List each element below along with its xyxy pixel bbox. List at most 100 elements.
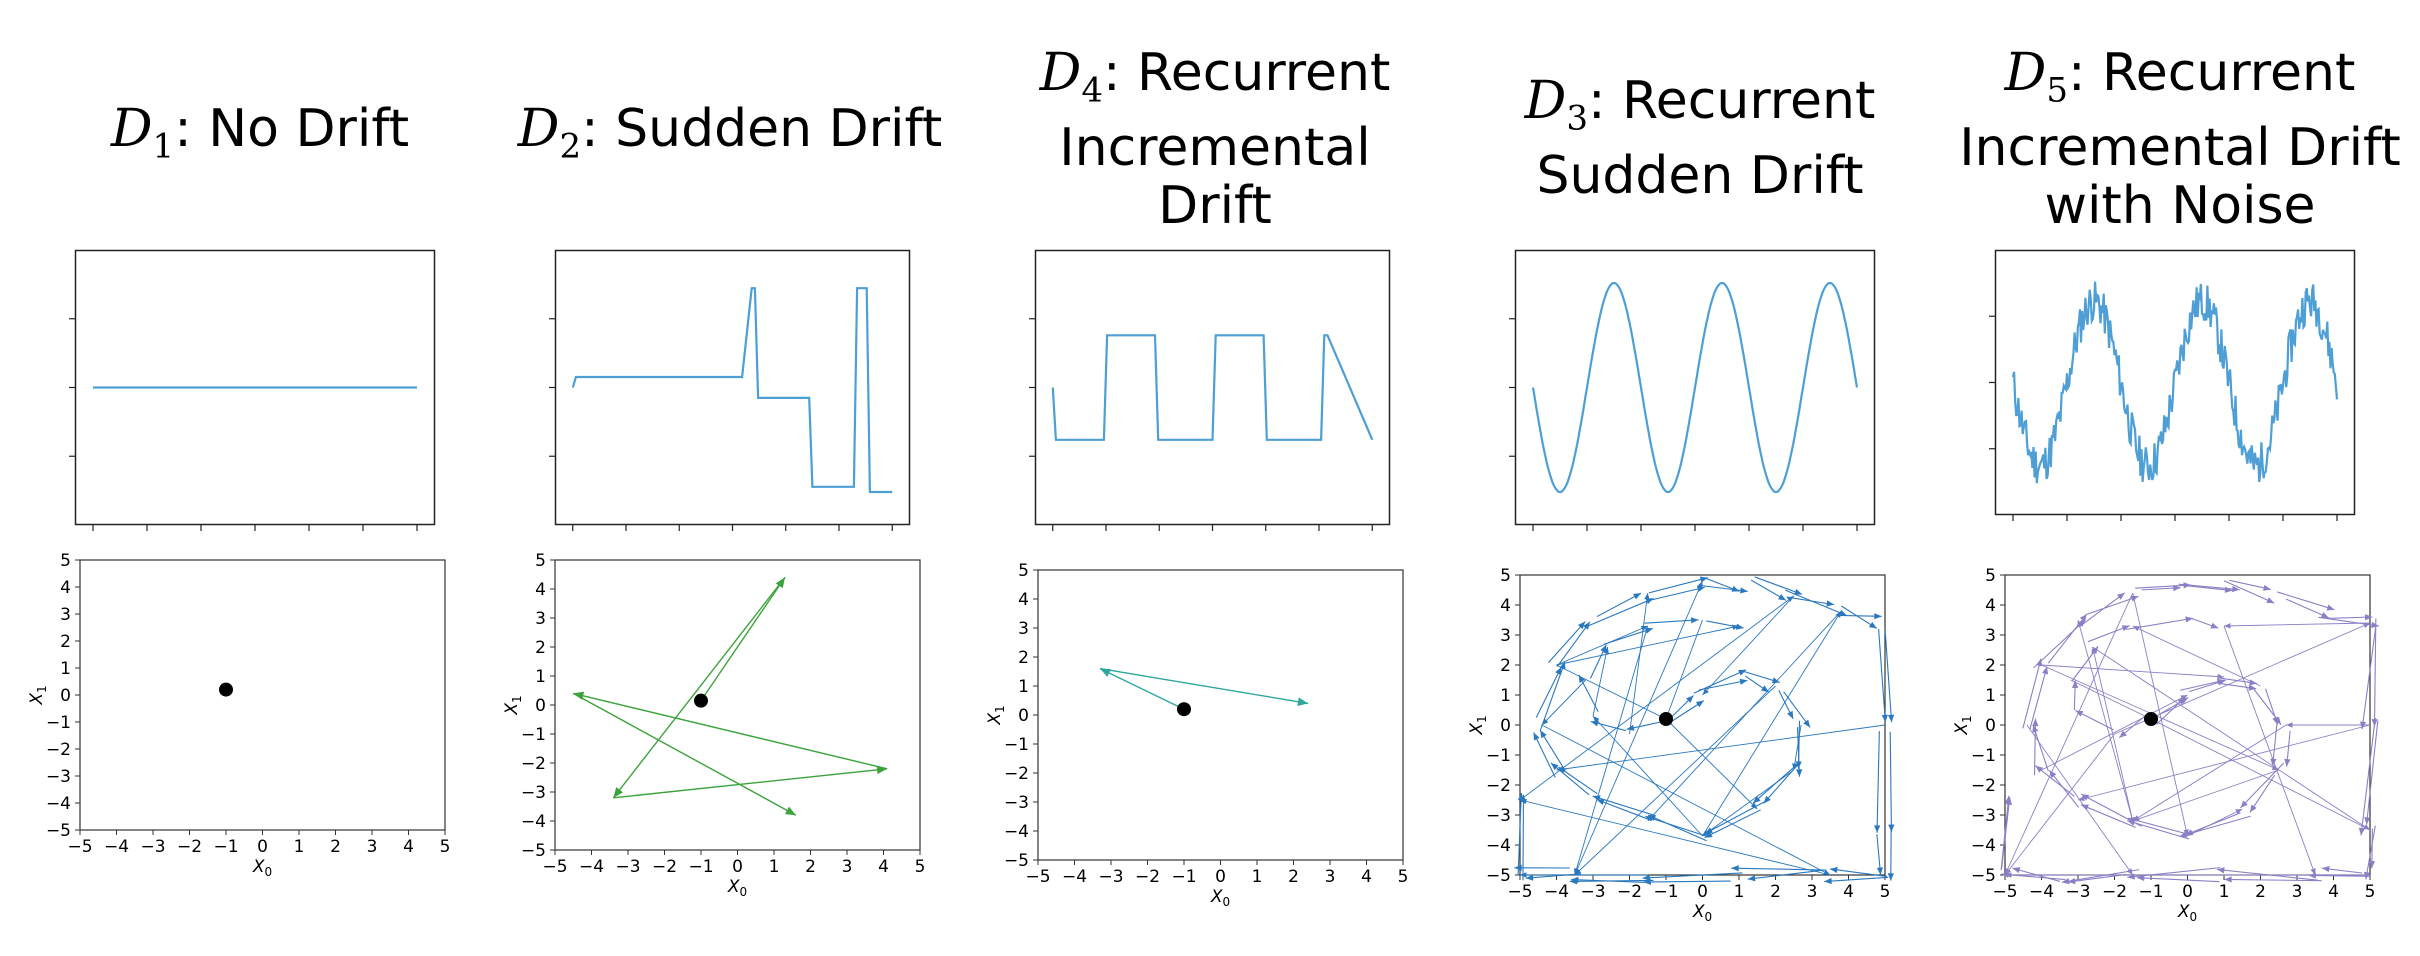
arrow-head bbox=[1550, 762, 1559, 771]
arrow-head bbox=[2321, 865, 2330, 873]
x-tick-label: 0 bbox=[1697, 882, 1708, 902]
trajectory-arrow bbox=[1556, 625, 1648, 666]
arrow-head bbox=[2091, 647, 2097, 654]
arrow-head bbox=[1699, 576, 1708, 583]
x-tick-label: −5 bbox=[67, 837, 92, 857]
trajectory-arrow bbox=[1884, 629, 1893, 723]
trajectory-arrow bbox=[1747, 869, 1824, 880]
trajectory-arrow bbox=[1876, 731, 1880, 833]
arrow-head bbox=[2012, 867, 2021, 874]
y-tick-label: 5 bbox=[1500, 566, 1511, 586]
trajectory-arrow bbox=[1574, 625, 1649, 876]
trajectory-arrow bbox=[2092, 646, 2134, 822]
trajectory-arrow bbox=[1878, 628, 1886, 723]
y-tick-label: 4 bbox=[535, 580, 546, 600]
arrow-head bbox=[1795, 761, 1802, 769]
arrow-head bbox=[1702, 830, 1710, 836]
y-axis-label: X1 bbox=[985, 705, 1007, 725]
arrow-head bbox=[1574, 868, 1582, 875]
series-line bbox=[1531, 281, 1859, 494]
x-tick-label: 3 bbox=[1325, 867, 1336, 887]
y-tick-label: −2 bbox=[1486, 776, 1511, 796]
y-tick-label: −4 bbox=[1971, 836, 1996, 856]
arrow-head bbox=[1786, 596, 1794, 603]
series-line bbox=[1051, 334, 1374, 441]
arrow-head bbox=[2364, 614, 2373, 621]
x-tick-label: −4 bbox=[1544, 882, 1569, 902]
y-tick-label: 1 bbox=[60, 659, 71, 679]
y-axis-label: X1 bbox=[27, 685, 49, 705]
y-tick-label: −2 bbox=[46, 740, 71, 760]
arrow-head bbox=[2284, 758, 2291, 767]
x-tick-label: 0 bbox=[1215, 867, 1226, 887]
y-tick-label: 2 bbox=[1018, 648, 1029, 668]
title-d4-sub: 4 bbox=[1081, 70, 1103, 111]
trajectory-arrow bbox=[1517, 792, 1522, 876]
trajectory-arrow bbox=[2114, 622, 2371, 735]
arrow-head bbox=[1874, 825, 1881, 833]
y-tick-label: −4 bbox=[1004, 822, 1029, 842]
y-tick-label: −2 bbox=[521, 754, 546, 774]
x-tick-label: 4 bbox=[1361, 867, 1372, 887]
arrow-head bbox=[2368, 860, 2376, 869]
y-tick-label: −5 bbox=[1004, 851, 1029, 871]
initial-point bbox=[1659, 712, 1673, 726]
arrow-head bbox=[1525, 874, 1534, 881]
y-tick-label: 0 bbox=[1500, 716, 1511, 736]
arrow-head bbox=[1829, 866, 1838, 873]
trajectory-arrow bbox=[2308, 874, 2371, 877]
trajectory-arrow bbox=[2132, 724, 2287, 822]
trajectory-arrow bbox=[573, 692, 888, 770]
y-tick-label: −2 bbox=[1971, 776, 1996, 796]
title-d2-sub: 2 bbox=[559, 126, 582, 167]
y-tick-label: 4 bbox=[60, 578, 71, 598]
trajectory-arrow bbox=[2077, 724, 2371, 801]
arrow-head bbox=[2249, 804, 2257, 813]
title-d1: D1: No Drift bbox=[60, 100, 460, 175]
series-plot-d5 bbox=[1989, 249, 2356, 521]
x-tick-label: −5 bbox=[1507, 882, 1532, 902]
y-tick-label: 0 bbox=[60, 686, 71, 706]
trajectory-arrow bbox=[1648, 577, 1708, 594]
arrow-head bbox=[2121, 625, 2130, 632]
arrow-head bbox=[2363, 871, 2371, 880]
y-tick-label: 2 bbox=[535, 638, 546, 658]
trajectory-arrow bbox=[1643, 880, 1731, 883]
x-tick-label: −4 bbox=[2029, 882, 2054, 902]
trajectory-arrow bbox=[1574, 580, 1703, 876]
arrow-head bbox=[2126, 868, 2133, 875]
title-d2-line1: : Sudden Drift bbox=[581, 99, 943, 159]
arrow-head bbox=[1750, 802, 1758, 809]
arrow-head bbox=[1540, 730, 1547, 739]
arrow-head bbox=[2173, 584, 2181, 592]
title-d2: D2: Sudden Drift bbox=[510, 100, 950, 175]
arrow-head bbox=[1640, 626, 1648, 632]
arrow-head bbox=[1732, 624, 1739, 631]
arrow-head bbox=[1533, 732, 1540, 741]
x-axis-label: X0 bbox=[252, 857, 272, 879]
x-axis-label: X0 bbox=[1210, 887, 1230, 909]
arrow-head bbox=[2224, 876, 2232, 883]
y-tick-label: 3 bbox=[1018, 619, 1029, 639]
x-tick-label: 1 bbox=[1734, 882, 1745, 902]
trajectory-arrow bbox=[1099, 667, 1185, 710]
arrow-head bbox=[2180, 697, 2189, 704]
arrow-head bbox=[1787, 710, 1794, 719]
title-d1-sub: 1 bbox=[152, 126, 175, 167]
trajectory-arrow bbox=[2366, 720, 2379, 825]
y-tick-label: 5 bbox=[60, 551, 71, 571]
y-tick-label: −3 bbox=[1971, 806, 1996, 826]
phase-frame bbox=[554, 559, 921, 851]
arrow-head bbox=[1794, 588, 1803, 595]
trajectory-arrow bbox=[1558, 766, 1598, 795]
trajectory-arrow bbox=[2223, 625, 2316, 876]
arrow-head bbox=[2363, 824, 2370, 830]
trajectory-arrow bbox=[1592, 795, 1655, 816]
arrow-head bbox=[613, 787, 624, 798]
x-tick-label: 3 bbox=[842, 857, 853, 877]
arrow-head bbox=[2286, 722, 2293, 728]
trajectory-arrow bbox=[1797, 720, 1801, 769]
series-frame bbox=[74, 249, 436, 526]
arrow-head bbox=[2371, 621, 2379, 629]
arrow-head bbox=[1778, 593, 1786, 601]
